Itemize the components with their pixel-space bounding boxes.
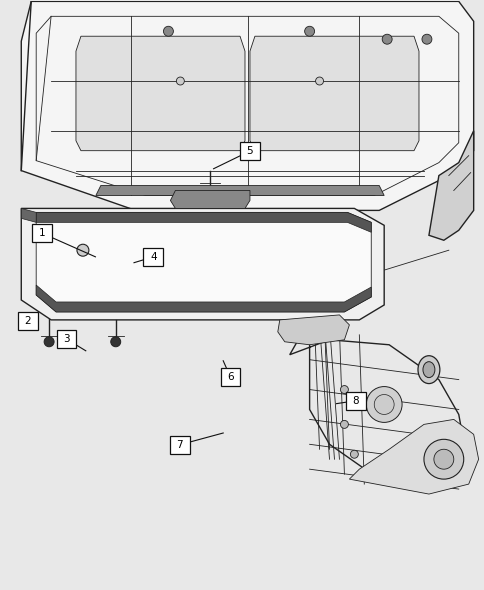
- Circle shape: [340, 386, 348, 394]
- Polygon shape: [21, 208, 383, 320]
- Polygon shape: [249, 36, 418, 150]
- Text: 2: 2: [25, 316, 31, 326]
- FancyBboxPatch shape: [32, 224, 52, 242]
- Text: 4: 4: [150, 252, 156, 262]
- Text: 3: 3: [63, 334, 70, 344]
- Polygon shape: [76, 36, 244, 150]
- Text: 5: 5: [246, 146, 253, 156]
- Circle shape: [163, 27, 173, 36]
- Circle shape: [381, 34, 392, 44]
- Polygon shape: [277, 315, 348, 345]
- Circle shape: [304, 27, 314, 36]
- Text: 7: 7: [176, 440, 183, 450]
- FancyBboxPatch shape: [143, 248, 163, 266]
- Circle shape: [349, 450, 358, 458]
- Text: 1: 1: [39, 228, 45, 238]
- FancyBboxPatch shape: [169, 436, 189, 454]
- Circle shape: [176, 77, 184, 85]
- Circle shape: [423, 440, 463, 479]
- Polygon shape: [36, 212, 370, 312]
- Polygon shape: [170, 191, 249, 208]
- Circle shape: [44, 337, 54, 347]
- Polygon shape: [428, 131, 473, 240]
- Polygon shape: [289, 320, 468, 489]
- Circle shape: [110, 337, 121, 347]
- Polygon shape: [21, 1, 473, 211]
- Polygon shape: [21, 208, 36, 222]
- Polygon shape: [36, 285, 370, 312]
- Circle shape: [77, 244, 89, 256]
- Circle shape: [374, 395, 393, 414]
- Circle shape: [421, 34, 431, 44]
- FancyBboxPatch shape: [220, 368, 240, 386]
- Text: 8: 8: [352, 396, 358, 406]
- Circle shape: [315, 77, 323, 85]
- FancyBboxPatch shape: [18, 313, 38, 330]
- Polygon shape: [36, 212, 370, 232]
- FancyBboxPatch shape: [239, 142, 259, 160]
- Polygon shape: [96, 185, 383, 195]
- FancyBboxPatch shape: [345, 392, 365, 409]
- Circle shape: [340, 421, 348, 428]
- Circle shape: [365, 386, 401, 422]
- Circle shape: [433, 449, 453, 469]
- Text: 6: 6: [227, 372, 233, 382]
- Ellipse shape: [417, 356, 439, 384]
- FancyBboxPatch shape: [57, 330, 76, 348]
- Ellipse shape: [422, 362, 434, 378]
- Polygon shape: [348, 419, 478, 494]
